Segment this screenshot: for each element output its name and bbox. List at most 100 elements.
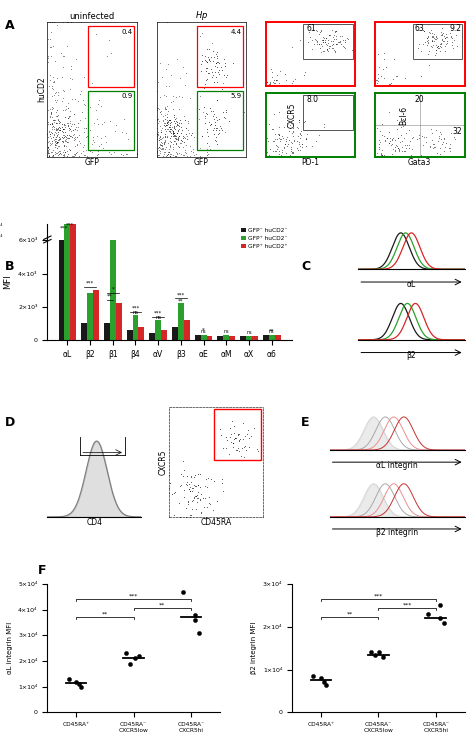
Point: [271, 79, 278, 91]
Point: [178, 148, 185, 160]
Point: [429, 138, 437, 150]
Point: [65, 110, 73, 122]
Point: [371, 140, 379, 152]
Point: [283, 131, 291, 143]
Point: [45, 141, 52, 153]
Point: [271, 145, 279, 157]
Point: [50, 148, 57, 160]
Point: [213, 50, 221, 62]
Point: [155, 102, 163, 114]
Point: [73, 131, 81, 142]
Point: [161, 102, 169, 114]
Point: [66, 144, 74, 156]
Point: [153, 85, 161, 96]
Point: [443, 35, 450, 47]
Point: [66, 123, 74, 135]
Point: [177, 467, 185, 479]
Point: [186, 140, 193, 152]
Point: [232, 444, 239, 456]
Point: [46, 148, 53, 160]
Point: [176, 479, 184, 491]
Point: [280, 142, 287, 154]
Point: [331, 33, 338, 45]
Point: [428, 30, 436, 42]
Y-axis label: αL integrin MFI: αL integrin MFI: [7, 622, 13, 674]
Point: [448, 36, 456, 48]
Point: [206, 119, 214, 131]
Point: [230, 433, 238, 445]
Point: [331, 26, 338, 38]
Point: [154, 149, 161, 161]
Point: [332, 39, 340, 50]
Point: [183, 151, 191, 162]
Point: [436, 142, 443, 154]
Point: [431, 141, 438, 153]
Point: [156, 139, 164, 151]
Text: C: C: [301, 260, 310, 273]
Point: [198, 56, 206, 68]
Point: [201, 116, 209, 128]
Bar: [240, 336, 246, 340]
Point: [289, 130, 297, 142]
Point: [242, 440, 249, 452]
Point: [166, 114, 173, 125]
Point: [49, 148, 57, 160]
Point: [240, 441, 247, 453]
Point: [430, 28, 438, 40]
Point: [441, 45, 448, 57]
Text: ***: ***: [131, 306, 140, 311]
Point: [66, 116, 73, 128]
Point: [46, 74, 54, 86]
Point: [66, 84, 73, 96]
Point: [297, 125, 304, 137]
Point: [97, 100, 105, 112]
Point: [268, 71, 276, 83]
Point: [163, 149, 170, 161]
Point: [165, 470, 173, 482]
Point: [443, 30, 451, 42]
Point: [422, 136, 429, 148]
Point: [195, 627, 203, 639]
Point: [273, 140, 281, 152]
Point: [438, 28, 446, 40]
Point: [155, 149, 163, 161]
Point: [375, 143, 383, 155]
Point: [54, 126, 62, 138]
Point: [271, 133, 278, 145]
Point: [219, 125, 226, 137]
Point: [154, 117, 162, 129]
Point: [165, 121, 173, 133]
Point: [169, 102, 176, 114]
Point: [164, 115, 172, 127]
Point: [182, 148, 190, 160]
Point: [199, 493, 207, 505]
Bar: [218, 336, 223, 340]
Point: [110, 146, 118, 158]
Point: [91, 137, 98, 148]
Point: [231, 432, 239, 444]
Point: [233, 432, 240, 444]
Point: [413, 133, 421, 145]
Point: [266, 143, 273, 155]
Bar: [303, 24, 353, 59]
Point: [438, 38, 445, 50]
Point: [285, 125, 292, 137]
Point: [189, 128, 196, 139]
Point: [320, 121, 328, 133]
Point: [175, 91, 182, 102]
Point: [190, 131, 198, 142]
Point: [392, 141, 399, 153]
Point: [308, 140, 316, 152]
Point: [270, 74, 278, 86]
Point: [254, 444, 262, 456]
Point: [202, 73, 210, 85]
Point: [165, 80, 173, 92]
Point: [398, 145, 406, 157]
Point: [348, 45, 356, 56]
Point: [56, 124, 64, 136]
Point: [290, 146, 297, 158]
Point: [315, 129, 323, 141]
Point: [191, 469, 199, 481]
Point: [50, 123, 57, 135]
Point: [379, 64, 386, 76]
